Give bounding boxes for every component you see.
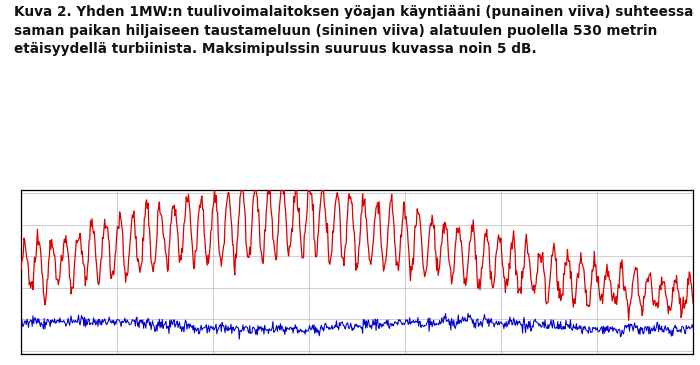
Text: Kuva 2. Yhden 1MW:n tuulivoimalaitoksen yöajan käyntiääni (punainen viiva) suhte: Kuva 2. Yhden 1MW:n tuulivoimalaitoksen … (14, 5, 694, 56)
